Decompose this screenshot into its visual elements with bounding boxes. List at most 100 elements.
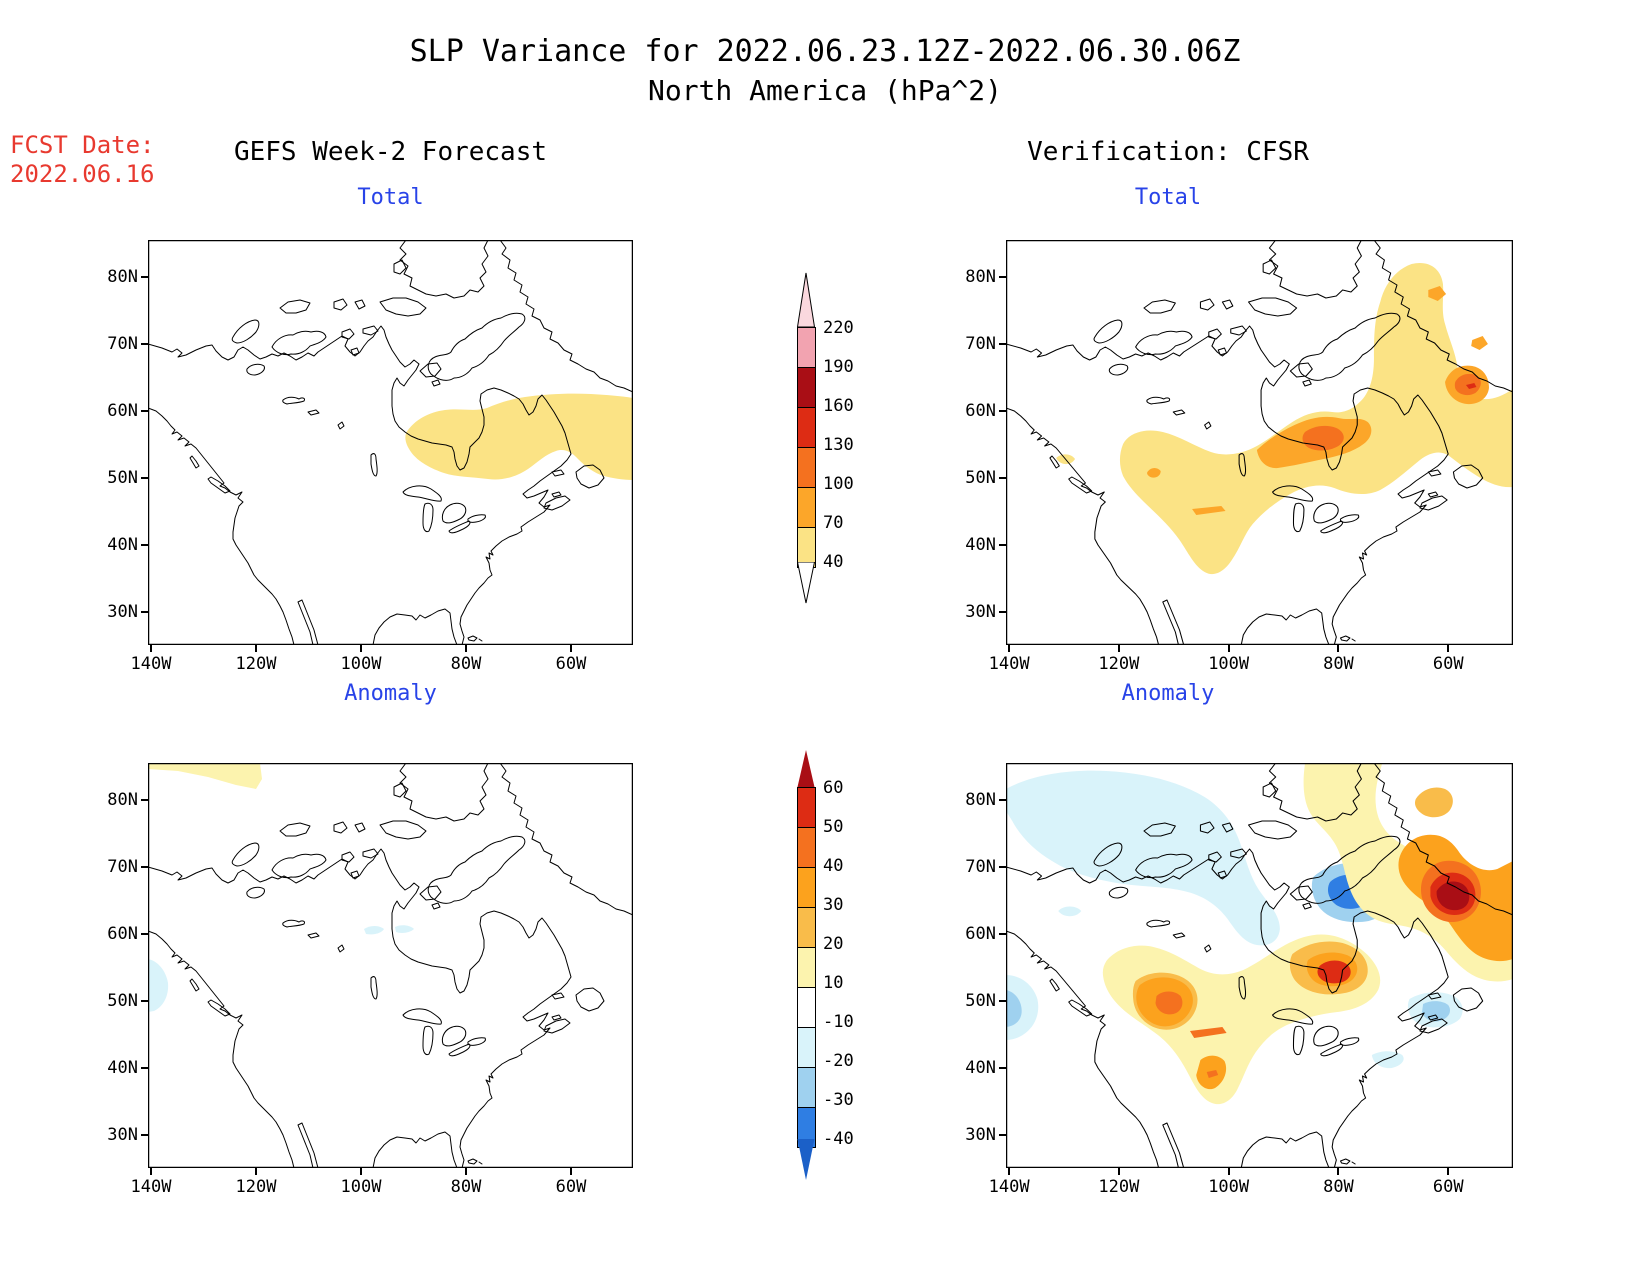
- lat-label: 80N: [107, 267, 138, 288]
- lat-tick: [141, 610, 148, 613]
- lat-label: 50N: [107, 468, 138, 489]
- colorbar-arrow-bottom: [796, 561, 816, 608]
- map-gefs-anomaly: 80N 70N 60N 50N 40N 30N 140W 120W 100W 80W 60W: [107, 763, 633, 1197]
- lat-label: 70N: [107, 334, 138, 354]
- map-gefs-total: 80N 70N 60N 50N 40N 30N 140W 120W 100W 80W 60W: [107, 240, 633, 674]
- lat-label: 60N: [965, 400, 996, 421]
- lon-tick: [1337, 1168, 1340, 1175]
- contour-region: [1189, 1027, 1227, 1038]
- lon-label: 60W: [555, 1177, 587, 1197]
- contour-region: [1465, 383, 1477, 389]
- lon-label: 100W: [340, 1177, 382, 1197]
- lat-tick: [141, 409, 148, 412]
- colorbar-tick-label: 60: [823, 778, 844, 798]
- forecast-date-block: FCST Date: 2022.06.16: [10, 131, 155, 189]
- contour-region: [1058, 906, 1082, 917]
- contour-region: [1155, 991, 1183, 1015]
- panel-title-cfsr-anomaly: Anomaly: [1121, 681, 1215, 706]
- lon-label: 120W: [1098, 1177, 1140, 1197]
- lat-tick: [999, 544, 1006, 546]
- colorbar-arrow-top: [796, 272, 816, 331]
- lat-tick: [141, 799, 148, 802]
- lat-label: 70N: [965, 857, 996, 877]
- contour-region: [1192, 506, 1226, 515]
- lat-label: 80N: [107, 790, 138, 811]
- lon-label: 60W: [1432, 654, 1464, 674]
- lon-label: 100W: [1208, 654, 1250, 674]
- lat-label: 40N: [965, 535, 996, 555]
- colorbar-tick-label: 30: [823, 895, 844, 915]
- lat-tick: [999, 1000, 1006, 1003]
- lat-tick: [999, 477, 1006, 480]
- lon-label: 60W: [1432, 1177, 1464, 1197]
- map-cfsr-anomaly: 80N 70N 60N 50N 40N 30N 140W 120W 100W 80W 60W: [965, 763, 1513, 1197]
- left-column-title: GEFS Week-2 Forecast: [233, 137, 548, 167]
- colorbar-anomaly: 60 50 40 30 20 10 -10 -20 -30 -40: [772, 735, 892, 1195]
- lat-label: 40N: [107, 535, 138, 555]
- lat-label: 30N: [107, 1124, 138, 1145]
- colorbar-segment: [798, 487, 815, 527]
- lon-label: 80W: [1323, 654, 1354, 674]
- contour-region: [1436, 881, 1470, 911]
- lon-label: 140W: [130, 1177, 172, 1197]
- forecast-date-label: FCST Date:: [10, 131, 155, 159]
- lat-label: 40N: [107, 1058, 138, 1078]
- lon-label: 60W: [555, 654, 587, 674]
- lat-tick: [141, 1067, 148, 1069]
- lon-label: 100W: [340, 654, 382, 674]
- contours-gefs-anomaly: [148, 763, 414, 1012]
- panel-title-gefs-anomaly: Anomaly: [344, 681, 437, 706]
- panel-title-gefs-total: Total: [357, 185, 424, 210]
- colorbar-segment: [798, 407, 815, 447]
- lon-tick: [150, 1168, 152, 1175]
- lat-tick: [999, 1133, 1006, 1136]
- colorbar-segment: [798, 867, 815, 907]
- lon-tick: [1008, 1168, 1011, 1175]
- map-frame: [148, 763, 633, 1168]
- contour-region: [395, 925, 414, 933]
- lon-tick: [465, 645, 467, 652]
- colorbar-segment: [798, 827, 815, 867]
- lat-tick: [141, 932, 148, 935]
- colorbar-segment: [798, 367, 815, 407]
- lon-tick: [1447, 1168, 1450, 1175]
- lon-tick: [1117, 645, 1120, 652]
- lon-label: 120W: [235, 1177, 277, 1197]
- lat-tick: [141, 343, 148, 345]
- contour-region: [148, 959, 169, 1012]
- lat-tick: [999, 866, 1006, 868]
- lat-label: 60N: [107, 400, 138, 421]
- contour-region: [1006, 990, 1022, 1027]
- lon-tick: [255, 1168, 257, 1175]
- lat-label: 60N: [107, 923, 138, 944]
- lon-tick: [570, 1168, 573, 1175]
- colorbar-tick-label: 50: [823, 817, 844, 837]
- lat-tick: [999, 610, 1006, 613]
- colorbar-tick-label: 190: [823, 357, 854, 377]
- lat-label: 40N: [965, 1058, 996, 1078]
- colorbar-tick-label: 70: [823, 513, 844, 533]
- contour-region: [1454, 373, 1481, 396]
- colorbar-tick-label: -40: [823, 1129, 854, 1149]
- contour-region: [148, 763, 262, 789]
- lat-tick: [141, 544, 148, 546]
- colorbar-tick-label: 100: [823, 474, 854, 494]
- colorbar-tick-label: 40: [823, 552, 844, 572]
- lat-label: 70N: [965, 334, 996, 354]
- lon-label: 140W: [988, 654, 1030, 674]
- forecast-date-value: 2022.06.16: [10, 160, 155, 188]
- lon-tick: [1337, 645, 1340, 652]
- lat-tick: [141, 1133, 148, 1136]
- colorbar-segment: [798, 447, 815, 487]
- lon-tick: [1008, 645, 1011, 652]
- colorbar-arrow-bottom: [797, 1139, 815, 1185]
- contour-region: [1471, 336, 1488, 350]
- lon-tick: [1227, 645, 1230, 652]
- colorbar-tick-label: 220: [823, 318, 854, 338]
- contour-region: [405, 393, 633, 480]
- lon-tick: [570, 645, 573, 652]
- lon-tick: [150, 645, 152, 652]
- contour-region: [1414, 787, 1453, 818]
- colorbar-segment: [798, 947, 815, 987]
